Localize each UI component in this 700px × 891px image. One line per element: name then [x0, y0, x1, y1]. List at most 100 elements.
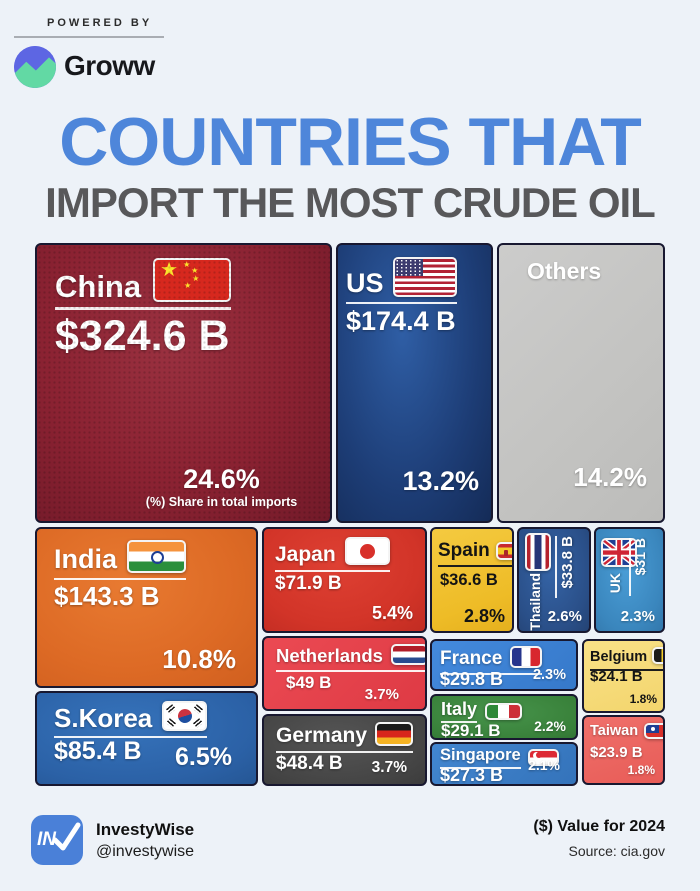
share-percent: 1.8%	[627, 763, 655, 777]
import-value: $143.3 B	[54, 581, 160, 611]
treemap-block-germany: Germany $48.4 B 3.7%	[262, 714, 427, 786]
share-percent: 2.6%	[547, 608, 582, 625]
italy-flag-icon	[485, 703, 523, 720]
china-header: China ★ ★ ★ ★ ★	[55, 258, 232, 310]
country-name: France	[440, 648, 503, 669]
treemap-block-thailand: Thailand $33.8 B 2.6%	[517, 527, 591, 633]
treemap-block-taiwan: Taiwan $23.9 B 1.8%	[582, 715, 665, 785]
italy-header: Italy	[441, 700, 523, 723]
share-percent: 10.8%	[162, 644, 236, 674]
treemap-block-china: China ★ ★ ★ ★ ★ $324.6 B 24.6% (%) Share in …	[35, 243, 332, 523]
country-name: Belgium	[590, 648, 648, 665]
groww-brand-name: Groww	[64, 50, 155, 81]
treemap-block-skorea: S.Korea $85.4 B 6.5%	[35, 691, 258, 786]
uk-divider	[629, 538, 631, 596]
treemap-block-belgium: Belgium $24.1 B 1.8%	[582, 639, 665, 713]
china-share: 24.6% (%) Share in total imports	[127, 464, 316, 509]
import-value: $71.9 B	[275, 573, 342, 594]
thailand-divider	[555, 536, 557, 598]
import-value: $48.4 B	[276, 753, 343, 774]
investywise-logo-text: IN	[37, 829, 56, 850]
france-flag-icon	[510, 646, 543, 668]
share-percent: 5.4%	[371, 603, 413, 623]
share-percent: 2.3%	[532, 667, 566, 683]
country-name: Italy	[441, 700, 478, 723]
share-percent: 24.6%	[183, 464, 260, 494]
import-value: $49 B	[286, 673, 332, 692]
import-value: $29.8 B	[440, 669, 504, 689]
treemap-block-netherlands: Netherlands $49 B 3.7%	[262, 636, 427, 711]
treemap-block-spain: Spain $36.6 B 2.8%	[430, 527, 514, 633]
share-percent: 13.2%	[402, 466, 479, 496]
country-name: Germany	[276, 724, 368, 747]
country-name: Others	[527, 258, 602, 284]
taiwan-flag-icon	[644, 723, 663, 739]
china-flag-icon: ★ ★ ★ ★ ★	[153, 258, 232, 302]
header-divider	[14, 36, 164, 38]
import-value: $33.8 B	[559, 536, 576, 589]
india-flag-icon	[127, 540, 187, 573]
footer-brand-name: InvestyWise	[96, 820, 195, 839]
treemap-block-france: France $29.8 B 2.3%	[430, 639, 578, 691]
import-value: $24.1 B	[590, 668, 643, 685]
import-value: $324.6 B	[55, 312, 230, 360]
footer-value-note: ($) Value for 2024	[533, 818, 665, 835]
share-percent: 2.8%	[463, 606, 505, 626]
treemap-block-singapore: Singapore $27.3 B 2.1%	[430, 742, 578, 786]
india-header: India	[54, 540, 187, 580]
netherlands-flag-icon	[390, 644, 425, 665]
belgium-flag-icon	[652, 647, 663, 664]
country-name: US	[346, 268, 384, 298]
country-name: Spain	[438, 540, 490, 561]
country-name: Taiwan	[590, 722, 639, 739]
share-caption: (%) Share in total imports	[145, 495, 298, 509]
country-name: S.Korea	[54, 703, 153, 733]
treemap-block-us: US $174.4 B 13.2%	[336, 243, 493, 523]
import-value: $29.1 B	[441, 721, 501, 740]
singapore-flag-icon	[527, 749, 559, 767]
taiwan-header: Taiwan	[590, 722, 663, 739]
country-name: Netherlands	[276, 644, 383, 666]
singapore-header: Singapore	[440, 747, 559, 769]
share-percent: 6.5%	[175, 743, 232, 771]
share-percent: 14.2%	[573, 462, 647, 492]
country-name: Singapore	[440, 747, 521, 769]
share-percent: 3.7%	[371, 759, 407, 776]
belgium-header: Belgium	[590, 647, 663, 671]
share-percent: 3.7%	[364, 686, 399, 703]
import-value: $36.6 B	[440, 571, 498, 589]
treemap-block-japan: Japan $71.9 B 5.4%	[262, 527, 427, 633]
share-percent: 2.2%	[534, 718, 566, 734]
page-title-line2: IMPORT THE MOST CRUDE OIL	[45, 179, 656, 226]
share-percent: 1.8%	[629, 692, 657, 706]
treemap-block-others: Others 14.2%	[497, 243, 665, 523]
netherlands-header: Netherlands	[276, 644, 425, 672]
footer-handle: @investywise	[96, 843, 195, 860]
share-percent: 2.3%	[620, 608, 655, 625]
spain-flag-icon	[495, 542, 512, 560]
import-value: $31 B	[632, 538, 648, 576]
investywise-logo-icon: IN	[31, 815, 83, 865]
import-value: $27.3 B	[440, 765, 504, 785]
import-value: $85.4 B	[54, 737, 142, 765]
us-flag-icon	[392, 257, 457, 297]
germany-flag-icon	[375, 722, 414, 746]
country-name: UK	[607, 573, 623, 594]
germany-header: Germany	[276, 722, 414, 753]
thailand-flag-icon	[525, 533, 551, 571]
groww-logo-icon	[14, 46, 56, 88]
page-title-line1: COUNTRIES THAT	[59, 104, 642, 180]
import-value: $174.4 B	[346, 306, 456, 336]
treemap-block-uk: UK $31 B 2.3%	[594, 527, 665, 633]
share-percent: 2.1%	[528, 757, 560, 773]
treemap-block-india: India $143.3 B 10.8%	[35, 527, 258, 688]
country-name: China	[55, 269, 142, 304]
us-header: US	[346, 257, 457, 304]
skorea-header: S.Korea	[54, 701, 208, 738]
south-korea-flag-icon	[162, 701, 208, 731]
powered-by-label: POWERED BY	[47, 17, 153, 29]
footer-source: Source: cia.gov	[568, 843, 666, 859]
spain-header: Spain	[438, 540, 512, 567]
france-header: France	[440, 646, 543, 675]
japan-header: Japan	[275, 537, 390, 572]
